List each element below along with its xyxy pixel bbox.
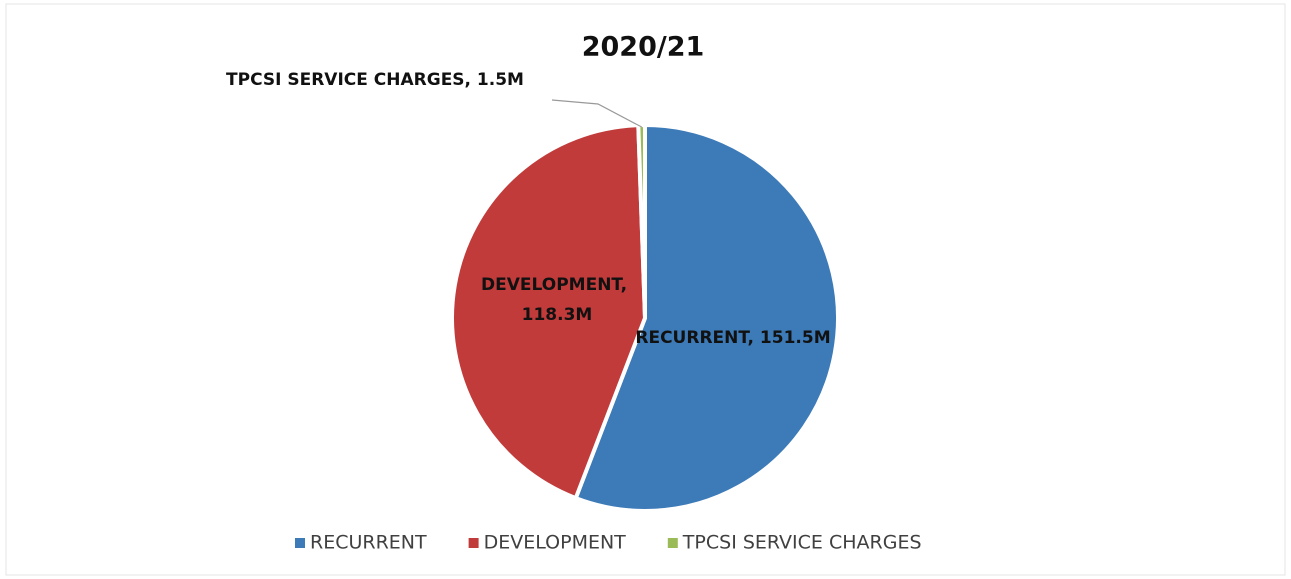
legend-label: RECURRENT — [310, 532, 427, 554]
legend-swatch — [667, 538, 678, 548]
data-label: RECURRENT, 151.5M — [635, 328, 830, 348]
legend-swatch — [468, 538, 479, 548]
data-label-line: 118.3M — [522, 305, 593, 325]
pie-slice — [450, 123, 648, 501]
legend-swatch — [295, 538, 305, 548]
legend-label: DEVELOPMENT — [484, 532, 627, 554]
legend-label: TPCSI SERVICE CHARGES — [682, 532, 922, 554]
leader-line — [551, 99, 642, 128]
chart-title: 2020/21 — [582, 32, 705, 63]
data-label-line: DEVELOPMENT, — [481, 275, 633, 295]
data-label: DEVELOPMENT, 118.3M — [481, 275, 633, 325]
data-label: TPCSI SERVICE CHARGES, 1.5M — [226, 70, 524, 90]
pie-slice — [573, 122, 840, 513]
